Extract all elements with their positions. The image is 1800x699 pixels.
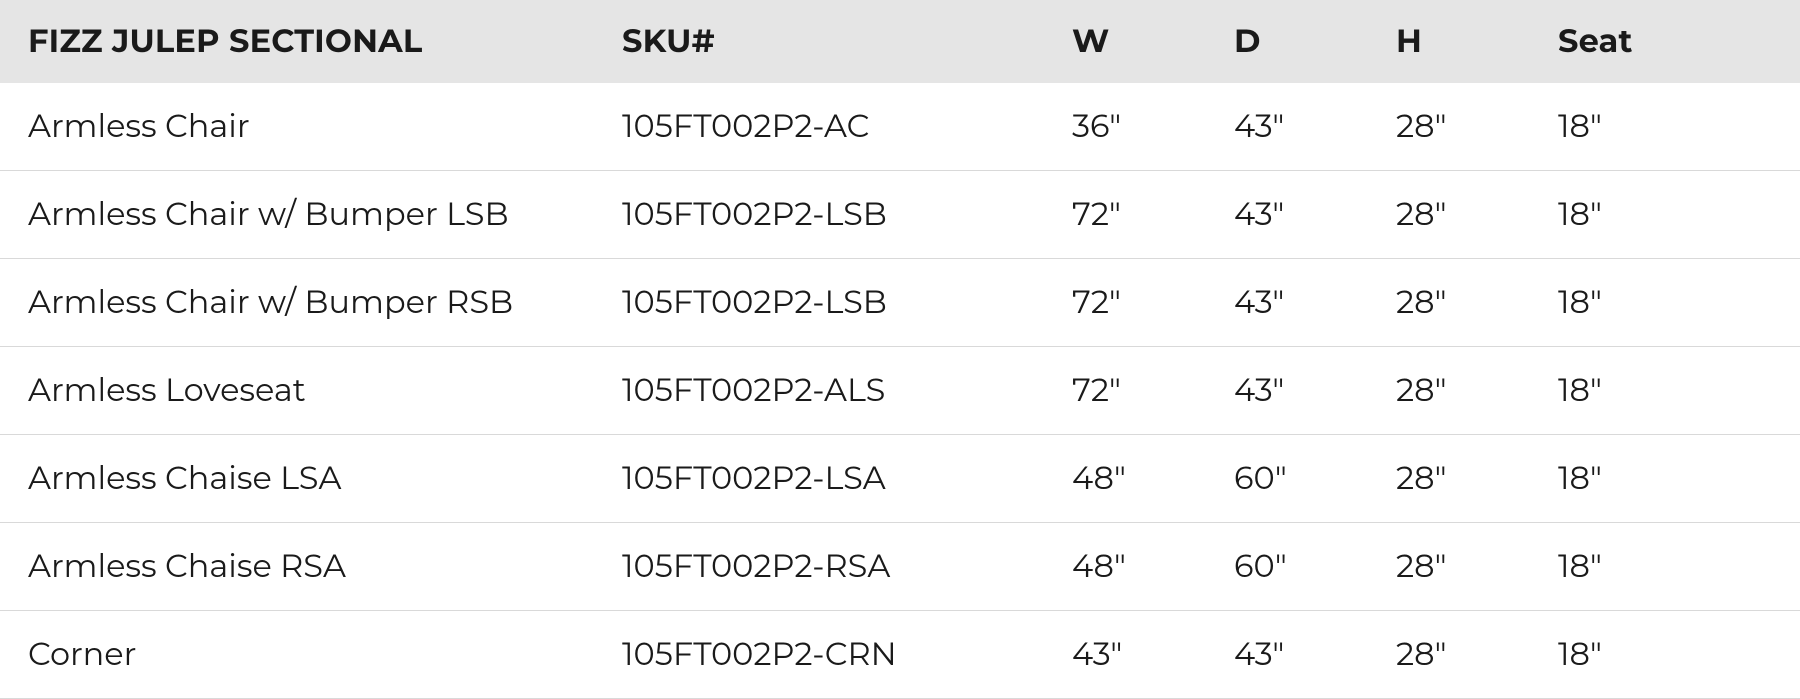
cell-name: Armless Chaise RSA: [0, 523, 594, 611]
table-row: Armless Loveseat 105FT002P2-ALS 72" 43" …: [0, 347, 1800, 435]
cell-h: 28": [1368, 259, 1530, 347]
cell-sku: 105FT002P2-AC: [594, 83, 1044, 171]
cell-sku: 105FT002P2-LSB: [594, 259, 1044, 347]
cell-d: 60": [1206, 523, 1368, 611]
table-header-row: FIZZ JULEP SECTIONAL SKU# W D H Seat: [0, 0, 1800, 83]
product-spec-table-wrap: FIZZ JULEP SECTIONAL SKU# W D H Seat Arm…: [0, 0, 1800, 699]
col-header-h: H: [1368, 0, 1530, 83]
cell-sku: 105FT002P2-ALS: [594, 347, 1044, 435]
col-header-seat: Seat: [1530, 0, 1800, 83]
cell-h: 28": [1368, 83, 1530, 171]
cell-w: 72": [1044, 171, 1206, 259]
table-row: Armless Chair w/ Bumper LSB 105FT002P2-L…: [0, 171, 1800, 259]
table-row: Armless Chair w/ Bumper RSB 105FT002P2-L…: [0, 259, 1800, 347]
cell-name: Armless Chair w/ Bumper LSB: [0, 171, 594, 259]
cell-d: 43": [1206, 259, 1368, 347]
cell-d: 43": [1206, 171, 1368, 259]
cell-d: 43": [1206, 83, 1368, 171]
product-spec-table: FIZZ JULEP SECTIONAL SKU# W D H Seat Arm…: [0, 0, 1800, 699]
cell-h: 28": [1368, 611, 1530, 699]
cell-seat: 18": [1530, 83, 1800, 171]
cell-seat: 18": [1530, 259, 1800, 347]
table-row: Corner 105FT002P2-CRN 43" 43" 28" 18": [0, 611, 1800, 699]
cell-sku: 105FT002P2-CRN: [594, 611, 1044, 699]
cell-d: 43": [1206, 611, 1368, 699]
table-row: Armless Chaise LSA 105FT002P2-LSA 48" 60…: [0, 435, 1800, 523]
cell-name: Corner: [0, 611, 594, 699]
cell-w: 72": [1044, 259, 1206, 347]
col-header-name: FIZZ JULEP SECTIONAL: [0, 0, 594, 83]
cell-seat: 18": [1530, 611, 1800, 699]
cell-w: 36": [1044, 83, 1206, 171]
cell-w: 43": [1044, 611, 1206, 699]
cell-w: 48": [1044, 523, 1206, 611]
cell-name: Armless Chair: [0, 83, 594, 171]
cell-seat: 18": [1530, 347, 1800, 435]
col-header-sku: SKU#: [594, 0, 1044, 83]
cell-d: 43": [1206, 347, 1368, 435]
cell-h: 28": [1368, 171, 1530, 259]
cell-d: 60": [1206, 435, 1368, 523]
cell-h: 28": [1368, 523, 1530, 611]
cell-seat: 18": [1530, 171, 1800, 259]
cell-sku: 105FT002P2-LSA: [594, 435, 1044, 523]
cell-h: 28": [1368, 347, 1530, 435]
cell-sku: 105FT002P2-RSA: [594, 523, 1044, 611]
cell-w: 72": [1044, 347, 1206, 435]
table-row: Armless Chaise RSA 105FT002P2-RSA 48" 60…: [0, 523, 1800, 611]
cell-w: 48": [1044, 435, 1206, 523]
cell-h: 28": [1368, 435, 1530, 523]
col-header-w: W: [1044, 0, 1206, 83]
cell-seat: 18": [1530, 523, 1800, 611]
col-header-d: D: [1206, 0, 1368, 83]
cell-seat: 18": [1530, 435, 1800, 523]
table-row: Armless Chair 105FT002P2-AC 36" 43" 28" …: [0, 83, 1800, 171]
cell-name: Armless Chair w/ Bumper RSB: [0, 259, 594, 347]
cell-name: Armless Chaise LSA: [0, 435, 594, 523]
cell-sku: 105FT002P2-LSB: [594, 171, 1044, 259]
cell-name: Armless Loveseat: [0, 347, 594, 435]
